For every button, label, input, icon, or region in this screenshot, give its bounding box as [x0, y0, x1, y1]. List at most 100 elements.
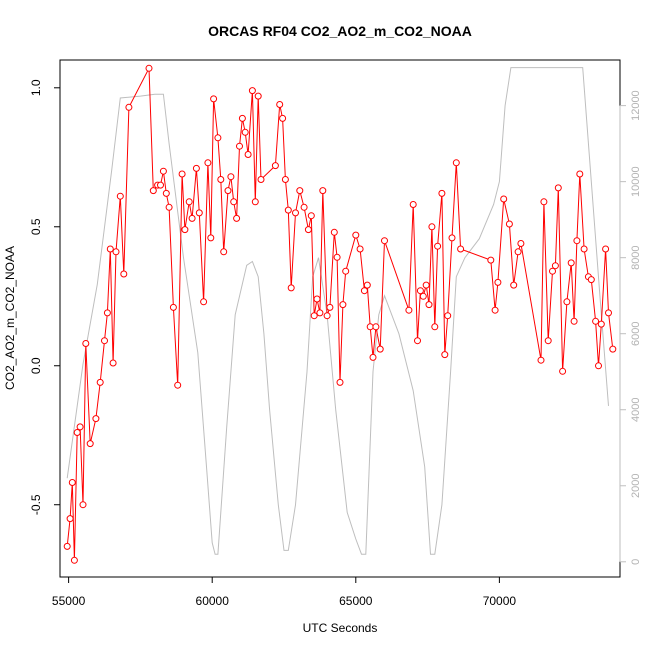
data-point: [559, 367, 567, 375]
data-point: [573, 237, 581, 245]
y2-tick-label: 2000: [630, 474, 642, 498]
data-point: [217, 176, 225, 183]
data-point: [287, 284, 295, 292]
data-point: [292, 209, 299, 217]
y-tick-label: 0.0: [29, 357, 43, 374]
data-point: [592, 317, 600, 325]
data-point: [356, 245, 364, 253]
data-point: [580, 245, 588, 253]
data-point: [360, 287, 368, 295]
data-point: [284, 206, 292, 214]
data-point: [76, 423, 84, 431]
data-point: [251, 198, 259, 206]
data-point: [210, 95, 218, 103]
x-axis: 55000 60000 65000 70000: [52, 576, 516, 608]
data-point: [549, 267, 556, 275]
data-point: [241, 128, 249, 136]
data-point: [244, 151, 252, 158]
data-point: [296, 187, 304, 195]
data-point: [452, 159, 460, 167]
data-point: [214, 134, 222, 142]
data-point: [336, 378, 344, 386]
data-point: [207, 234, 215, 242]
data-point: [68, 479, 76, 486]
y2-tick-label: 4000: [630, 397, 642, 421]
data-point: [276, 101, 284, 108]
data-point: [125, 103, 133, 111]
x-tick-label: 65000: [339, 594, 373, 608]
data-point: [372, 323, 380, 331]
data-point: [116, 192, 124, 200]
data-point: [279, 114, 287, 122]
data-point: [159, 167, 167, 175]
data-point: [597, 320, 605, 328]
data-point: [101, 337, 108, 345]
y-tick-label: 1.0: [29, 79, 43, 96]
y-axis-left: -0.5 0.0 0.5 1.0: [29, 79, 61, 515]
y-axis-label: CO2_AO2_m_CO2_NOAA: [3, 246, 17, 390]
data-point: [576, 170, 584, 178]
data-point: [330, 228, 338, 236]
data-point: [96, 378, 104, 386]
data-point: [405, 306, 413, 314]
data-point: [444, 312, 452, 320]
data-point: [570, 317, 578, 325]
data-point: [106, 245, 114, 253]
data-point: [514, 248, 522, 256]
series-primary: [63, 64, 617, 564]
data-point: [414, 337, 421, 345]
data-point: [73, 429, 81, 436]
data-point: [554, 184, 562, 192]
data-point: [224, 187, 232, 195]
data-point: [517, 240, 525, 247]
data-point: [333, 253, 341, 261]
data-point: [178, 170, 186, 178]
data-point: [70, 556, 78, 564]
data-point: [567, 259, 575, 267]
data-point: [300, 203, 308, 211]
data-point: [505, 220, 513, 228]
data-point: [174, 381, 182, 389]
secondary-series-line: [66, 67, 609, 555]
y2-tick-label: 12000: [630, 90, 642, 121]
data-point: [220, 248, 228, 256]
data-point: [487, 256, 495, 264]
data-point: [448, 234, 456, 242]
data-point: [605, 309, 612, 317]
data-point: [316, 309, 324, 317]
data-point: [441, 351, 449, 359]
data-point: [162, 189, 170, 197]
data-point: [103, 309, 111, 317]
y2-tick-label: 6000: [630, 321, 642, 345]
data-point: [112, 248, 120, 256]
data-point: [500, 195, 508, 203]
data-point: [185, 198, 193, 206]
data-point: [271, 162, 279, 170]
data-point: [248, 87, 256, 95]
data-point: [304, 226, 312, 234]
data-point: [431, 323, 439, 331]
data-point: [587, 276, 595, 284]
chart-title: ORCAS RF04 CO2_AO2_m_CO2_NOAA: [208, 23, 472, 39]
data-point: [425, 301, 433, 309]
data-point: [494, 278, 502, 286]
data-point: [491, 306, 499, 314]
data-point: [86, 440, 94, 448]
data-point: [326, 303, 334, 311]
data-point: [323, 312, 331, 320]
data-point: [233, 214, 241, 222]
data-point: [169, 303, 177, 311]
data-point: [537, 356, 545, 364]
data-point: [204, 159, 212, 167]
y-axis-right: 0 2000 4000 6000 8000 10000 12000: [619, 90, 642, 565]
data-point: [366, 323, 374, 331]
x-tick-label: 55000: [52, 594, 86, 608]
data-point: [428, 223, 436, 231]
data-point: [540, 198, 548, 206]
data-point: [188, 214, 196, 222]
data-point: [149, 187, 157, 195]
data-point: [352, 231, 360, 239]
data-point: [369, 353, 377, 361]
data-point: [434, 242, 442, 250]
